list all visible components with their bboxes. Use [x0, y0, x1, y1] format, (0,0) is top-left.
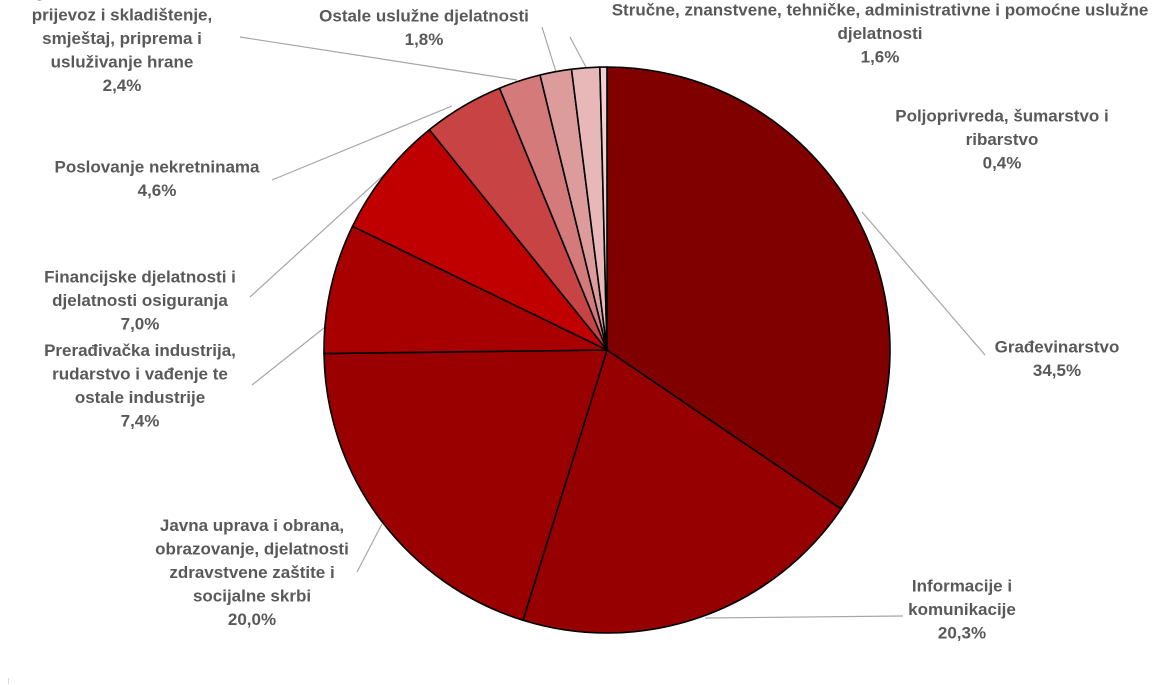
data-label: Financijske djelatnosti i djelatnosti osi…: [44, 268, 236, 334]
data-label-value: 20,0%: [228, 610, 276, 629]
data-label-category: smještaj, priprema i: [42, 29, 202, 48]
leader-line: [356, 523, 383, 573]
data-label-category: zdravstvene zaštite i: [169, 563, 334, 582]
data-label-category: Informacije i: [912, 577, 1012, 596]
data-label: Prerađivačka industrija, rudarstvo i vađe…: [44, 341, 236, 431]
data-label-category: Financijske djelatnosti i: [44, 268, 236, 287]
pie-slice: [599, 66, 608, 351]
pie-slice: [606, 66, 891, 510]
leader-line: [239, 36, 518, 81]
pie-slice: [522, 349, 842, 634]
data-label-category: komunikacije: [908, 600, 1016, 619]
data-label-value: 1,8%: [405, 30, 444, 49]
data-label-category: djelatnosti: [837, 24, 922, 43]
data-label: Građevinarstvo 34,5%: [995, 337, 1120, 380]
leader-line: [249, 171, 388, 298]
data-label-category: rudarstvo i vađenje te: [52, 364, 228, 383]
leader-line: [569, 36, 589, 72]
pie-slice: [351, 128, 608, 351]
data-label-value: 1,6%: [861, 48, 900, 67]
data-label-category: djelatnosti osiguranja: [52, 291, 228, 310]
data-label-category: obrazovanje, djelatnosti: [155, 540, 349, 559]
data-label-category: Poljoprivreda, šumarstvo i: [895, 107, 1109, 126]
data-label-value: 2,4%: [103, 76, 142, 95]
data-label-category: Građevinarstvo: [995, 337, 1120, 356]
data-label: Informacije i komunikacije 20,3%: [908, 577, 1016, 643]
data-label-category: Prerađivačka industrija,: [44, 341, 236, 360]
leader-line: [861, 211, 986, 356]
leader-line: [541, 26, 557, 73]
data-label-category: Stručne, znanstvene, tehničke, administr…: [612, 1, 1149, 20]
pie-slices: [323, 66, 891, 634]
data-label-value: 4,6%: [138, 181, 177, 200]
leader-line: [704, 615, 904, 619]
chart-frame-edge: [8, 678, 9, 684]
data-label-value: 34,5%: [1033, 361, 1081, 380]
data-label: Poljoprivreda, šumarstvo i ribarstvo 0,4%: [895, 107, 1109, 173]
data-label-category: Trgovina na veliko i malo,: [19, 0, 226, 1]
data-label-category: Javna uprava i obrana,: [160, 516, 344, 535]
data-label-category: ribarstvo: [966, 130, 1039, 149]
data-label-value: 0,4%: [983, 154, 1022, 173]
data-label: Ostale uslužne djelatnosti 1,8%: [319, 6, 529, 49]
data-label-category: Poslovanje nekretninama: [54, 157, 260, 176]
data-label-category: Ostale uslužne djelatnosti: [319, 6, 529, 25]
data-label-value: 7,0%: [121, 315, 160, 334]
data-label-category: usluživanje hrane: [51, 53, 194, 72]
data-label-value: 20,3%: [938, 624, 986, 643]
data-labels: Građevinarstvo 34,5% Informacije i komunika…: [19, 0, 1149, 643]
data-label-category: ostale industrije: [75, 388, 205, 407]
data-label-category: prijevoz i skladištenje,: [32, 6, 212, 25]
pie-slice: [323, 225, 608, 355]
data-label-category: socijalne skrbi: [193, 587, 311, 606]
data-label: Stručne, znanstvene, tehničke, administr…: [612, 1, 1149, 67]
pie-slice: [323, 349, 608, 622]
data-label: Trgovina na veliko i malo, prijevoz i skl…: [19, 0, 226, 95]
leader-line: [271, 105, 453, 181]
data-label: Poslovanje nekretninama 4,6%: [54, 157, 260, 200]
data-label: Javna uprava i obrana, obrazovanje, djela…: [155, 516, 349, 629]
data-label-value: 7,4%: [121, 411, 160, 430]
